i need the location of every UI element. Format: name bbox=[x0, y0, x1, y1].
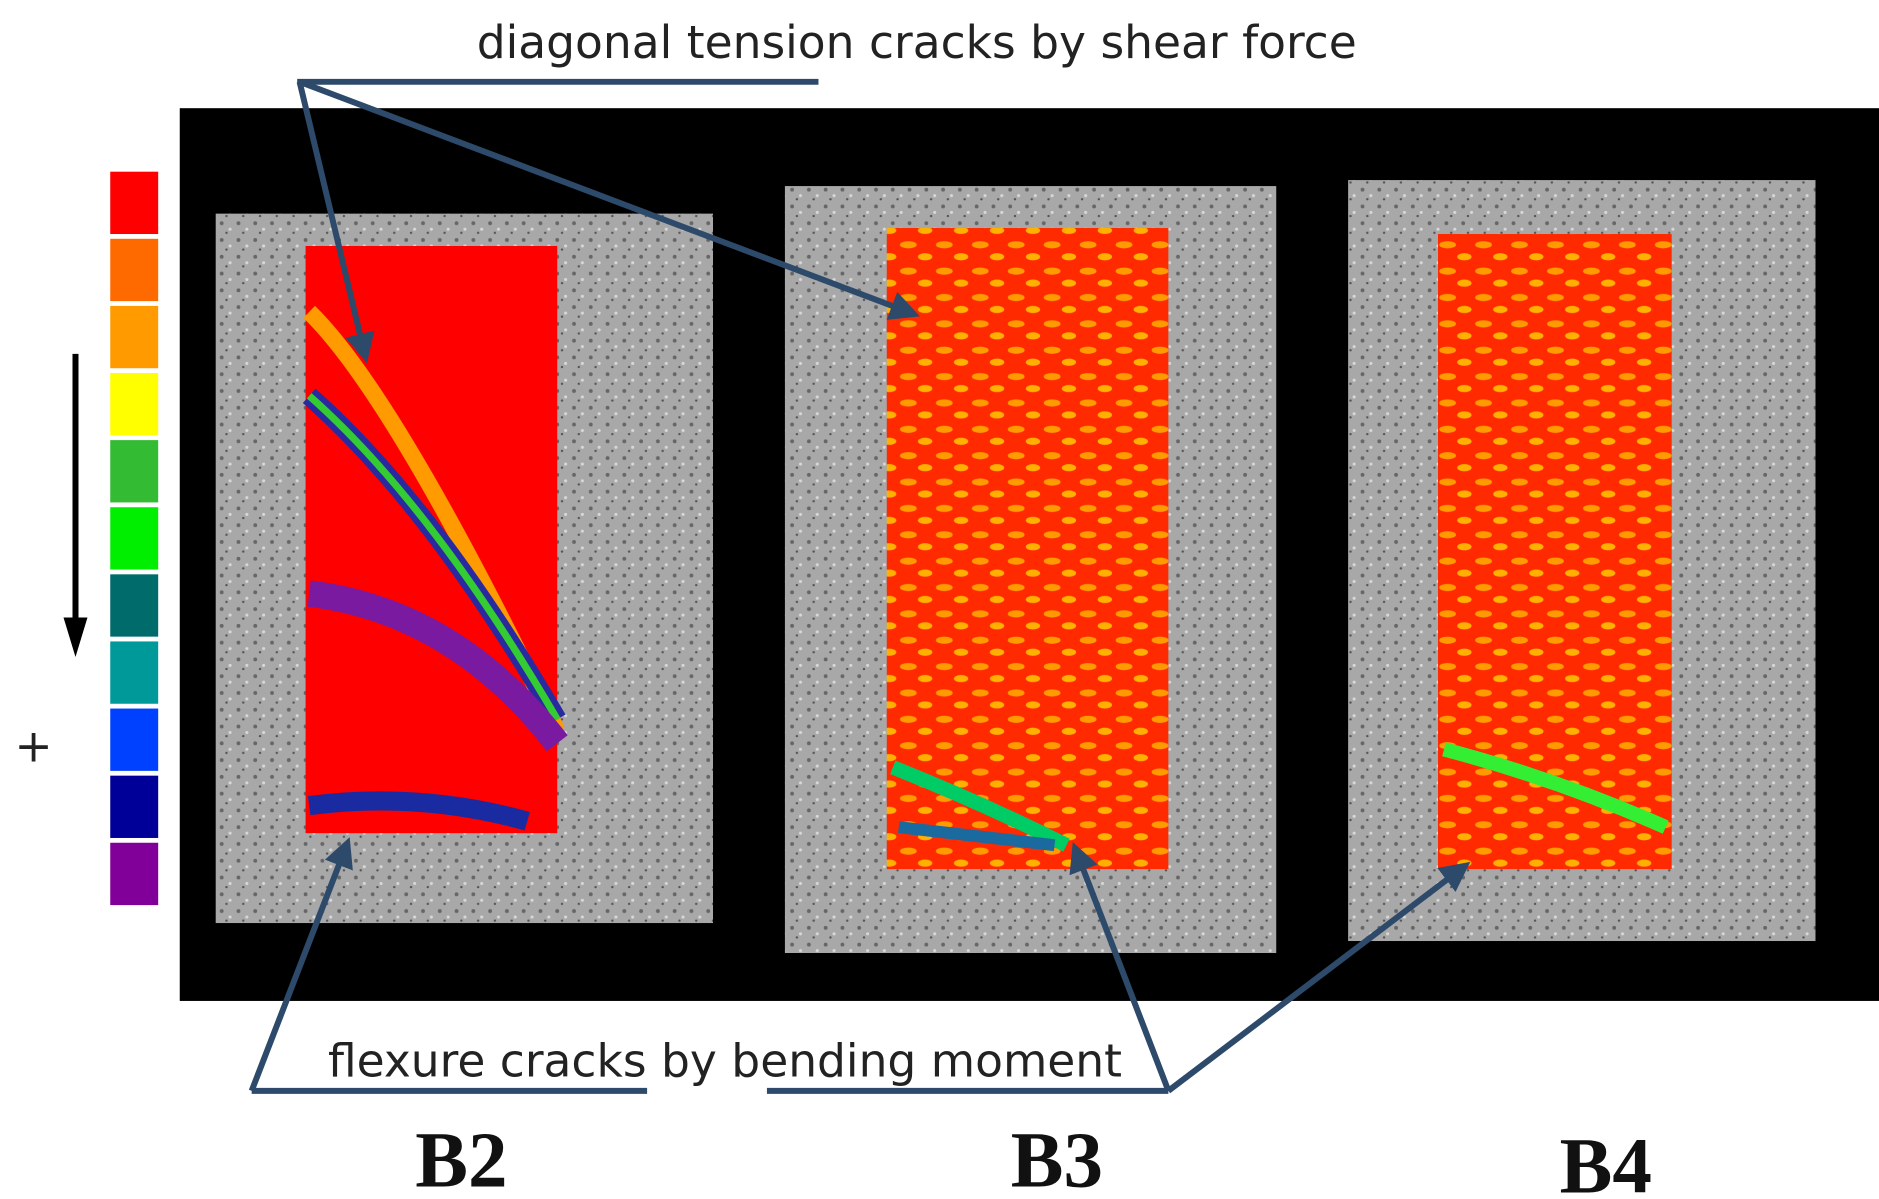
annotation-bottom: flexure cracks by bending moment bbox=[328, 1034, 1122, 1087]
swatch bbox=[110, 440, 159, 503]
strain-map-b3 bbox=[886, 228, 1169, 870]
swatch bbox=[110, 842, 159, 906]
swatch bbox=[110, 171, 159, 235]
scale-arrowhead bbox=[63, 617, 88, 658]
leader-arrow bbox=[1166, 861, 1471, 1094]
specimen-label: B2 bbox=[415, 1118, 507, 1199]
specimen-label: B3 bbox=[1011, 1118, 1103, 1199]
crack-band bbox=[898, 821, 1056, 852]
color-scale bbox=[110, 171, 159, 906]
swatch bbox=[110, 708, 159, 771]
swatch bbox=[110, 373, 159, 436]
crack-band bbox=[307, 580, 568, 752]
crack-band bbox=[307, 791, 530, 831]
crack-band bbox=[1442, 742, 1669, 834]
crack-band bbox=[890, 760, 1070, 852]
swatch bbox=[110, 574, 159, 637]
strain-map-b4 bbox=[1438, 234, 1672, 870]
leader-arrow bbox=[1069, 841, 1172, 1092]
swatch bbox=[110, 305, 159, 369]
swatch bbox=[110, 507, 159, 570]
leader-arrow bbox=[248, 837, 353, 1092]
leader-arrow bbox=[296, 81, 375, 364]
annotation-top: diagonal tension cracks by shear force bbox=[477, 16, 1357, 69]
scale-sign: + bbox=[14, 719, 52, 772]
specimen-label: B4 bbox=[1560, 1124, 1652, 1199]
swatch bbox=[110, 238, 159, 302]
crack-band bbox=[306, 393, 561, 722]
swatch bbox=[110, 775, 159, 838]
swatch bbox=[110, 641, 159, 704]
leader-arrow bbox=[298, 79, 920, 320]
